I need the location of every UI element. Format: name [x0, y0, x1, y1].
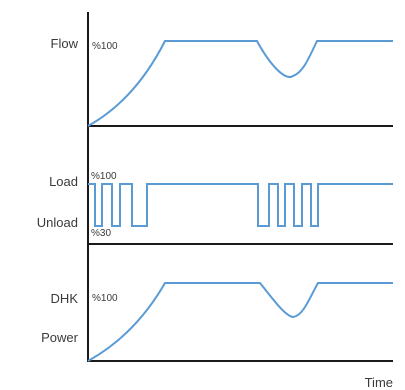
load-curve	[88, 183, 393, 227]
load-level-bottom-label: %30	[91, 228, 111, 239]
flow-label: Flow	[51, 36, 79, 51]
flow-level-label: %100	[92, 41, 118, 52]
power-label: Power	[41, 330, 79, 345]
unload-label: Unload	[37, 215, 78, 230]
dhk-label: DHK	[51, 291, 79, 306]
load-label: Load	[49, 174, 78, 189]
dhk-curve	[87, 282, 393, 362]
load-level-top-label: %100	[91, 171, 117, 182]
dhk-level-label: %100	[92, 293, 118, 304]
x-axis-label: Time	[365, 375, 393, 390]
flow-curve	[87, 40, 393, 127]
